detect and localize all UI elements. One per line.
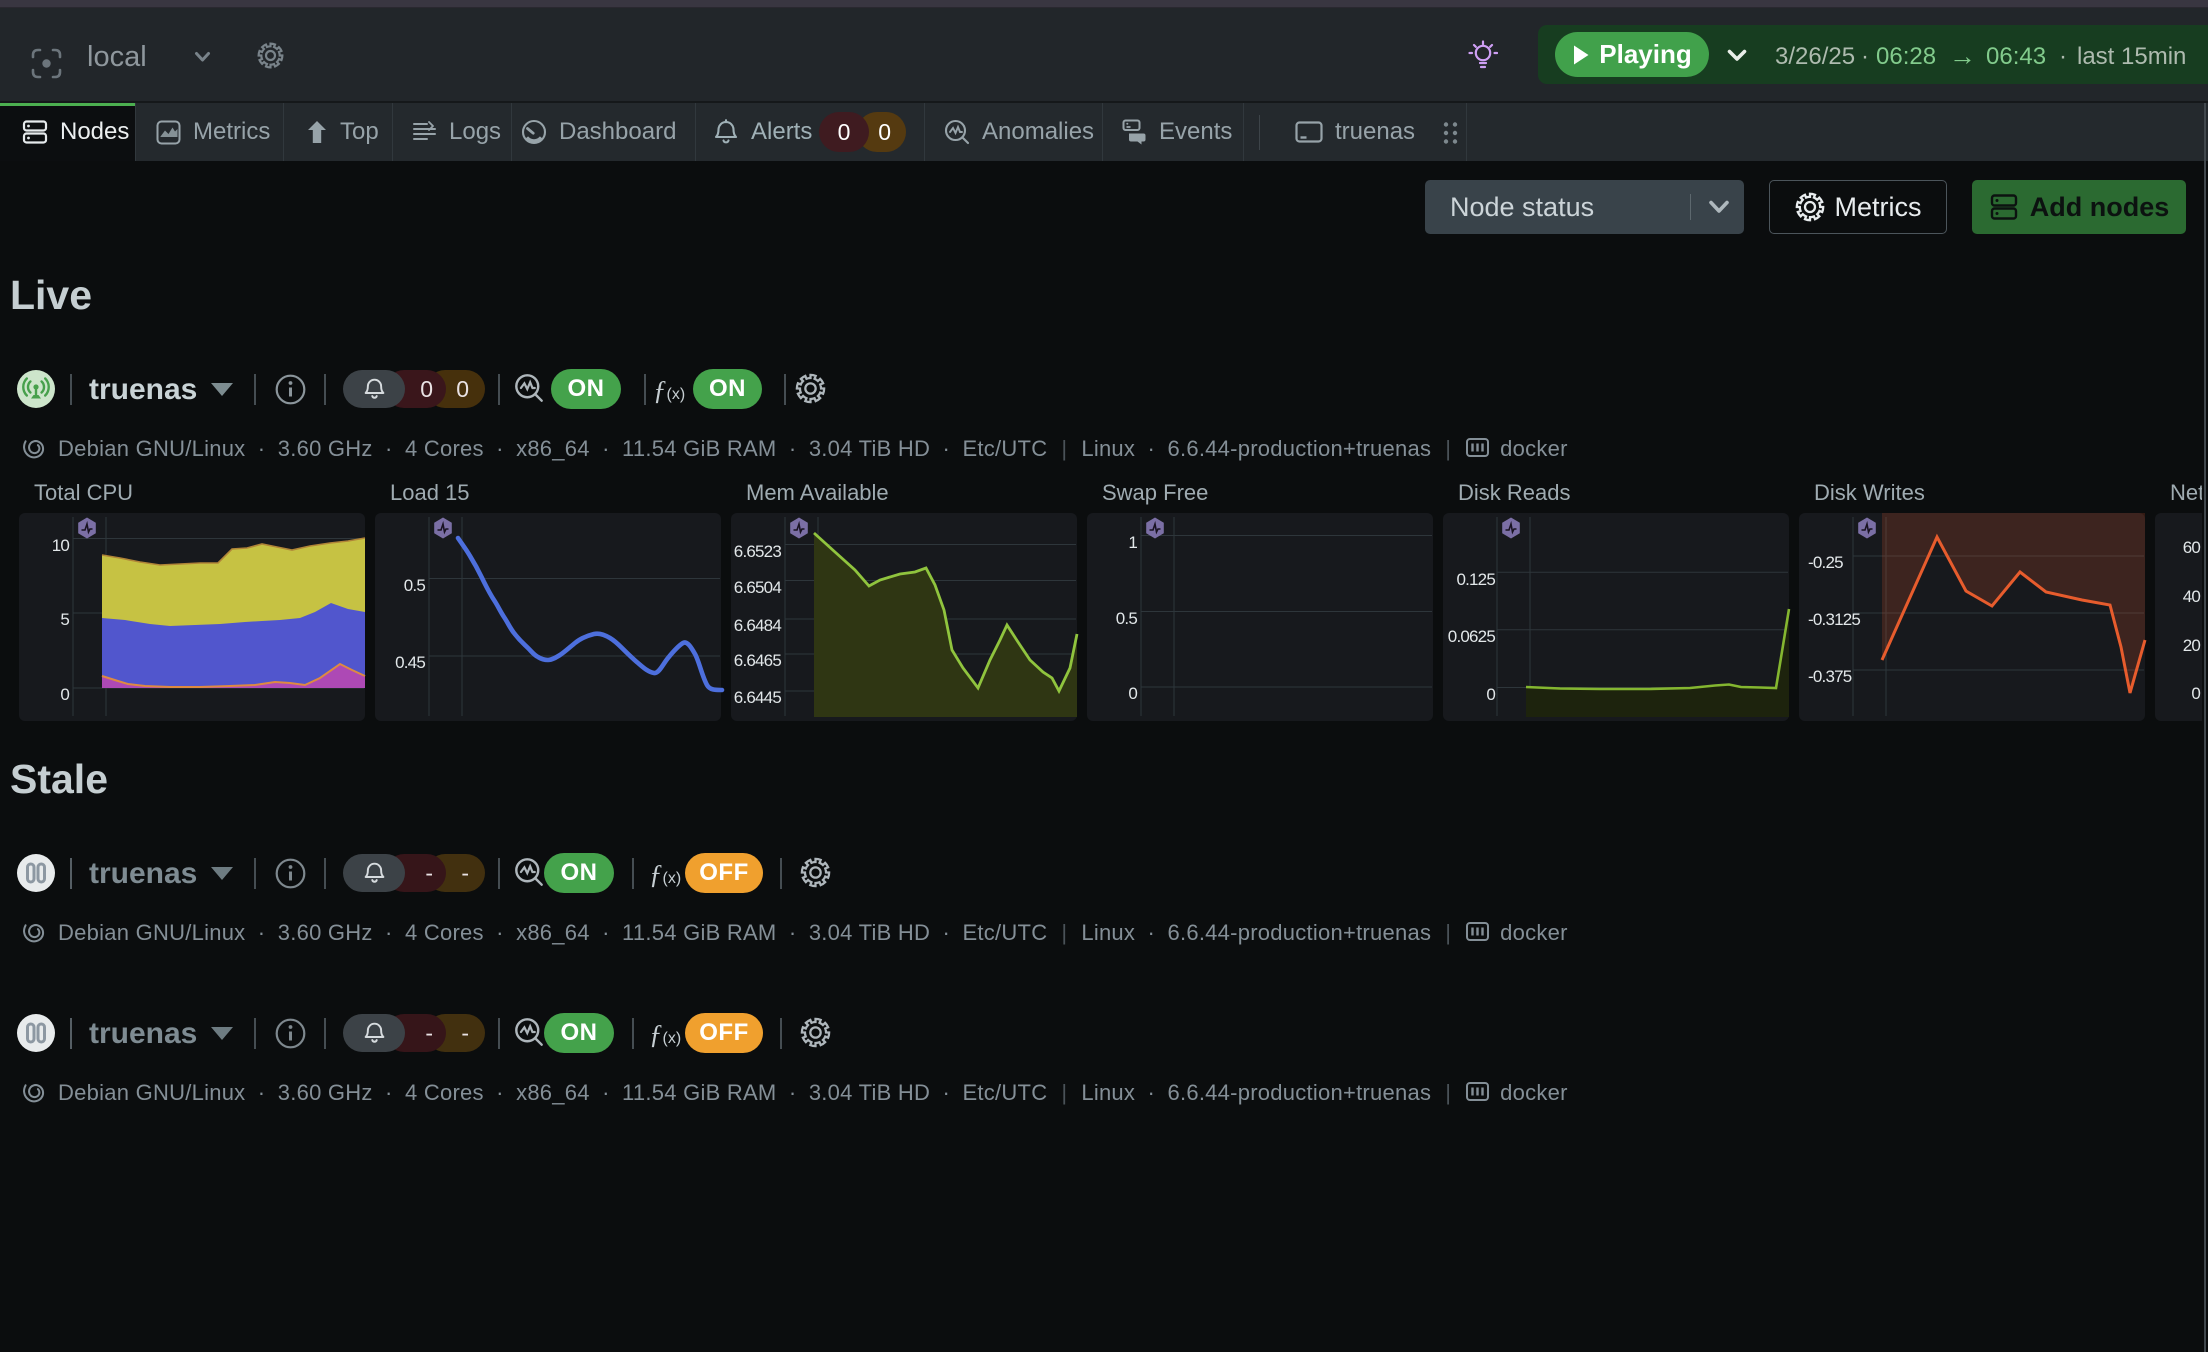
svg-text:0.5: 0.5 bbox=[1116, 609, 1138, 628]
svg-text:-0.375: -0.375 bbox=[1808, 667, 1852, 686]
svg-text:-0.25: -0.25 bbox=[1808, 553, 1843, 572]
svg-text:10: 10 bbox=[52, 536, 70, 555]
svg-text:0: 0 bbox=[60, 685, 69, 704]
svg-text:6.6504: 6.6504 bbox=[734, 578, 782, 597]
svg-text:40: 40 bbox=[2183, 587, 2201, 606]
svg-text:6.6465: 6.6465 bbox=[734, 651, 782, 670]
svg-text:Net: Net bbox=[2170, 480, 2202, 505]
svg-text:0: 0 bbox=[2191, 684, 2200, 703]
svg-text:5: 5 bbox=[60, 610, 69, 629]
svg-text:-0.3125: -0.3125 bbox=[1808, 610, 1860, 629]
svg-text:6.6523: 6.6523 bbox=[734, 542, 782, 561]
svg-text:0.5: 0.5 bbox=[404, 576, 426, 595]
svg-text:Swap Free: Swap Free bbox=[1102, 480, 1208, 505]
svg-text:Total CPU: Total CPU bbox=[34, 480, 133, 505]
svg-text:0.125: 0.125 bbox=[1456, 570, 1495, 589]
svg-text:20: 20 bbox=[2183, 636, 2201, 655]
svg-text:Mem Available: Mem Available bbox=[746, 480, 889, 505]
svg-text:0: 0 bbox=[1128, 684, 1137, 703]
svg-text:6.6484: 6.6484 bbox=[734, 616, 782, 635]
svg-text:Disk Writes: Disk Writes bbox=[1814, 480, 1925, 505]
svg-text:0: 0 bbox=[1486, 685, 1495, 704]
svg-text:6.6445: 6.6445 bbox=[734, 688, 782, 707]
svg-text:Disk Reads: Disk Reads bbox=[1458, 480, 1570, 505]
svg-text:Load 15: Load 15 bbox=[390, 480, 470, 505]
svg-text:0.0625: 0.0625 bbox=[1448, 627, 1496, 646]
svg-text:0.45: 0.45 bbox=[395, 653, 425, 672]
svg-text:1: 1 bbox=[1128, 533, 1137, 552]
svg-text:60: 60 bbox=[2183, 538, 2201, 557]
